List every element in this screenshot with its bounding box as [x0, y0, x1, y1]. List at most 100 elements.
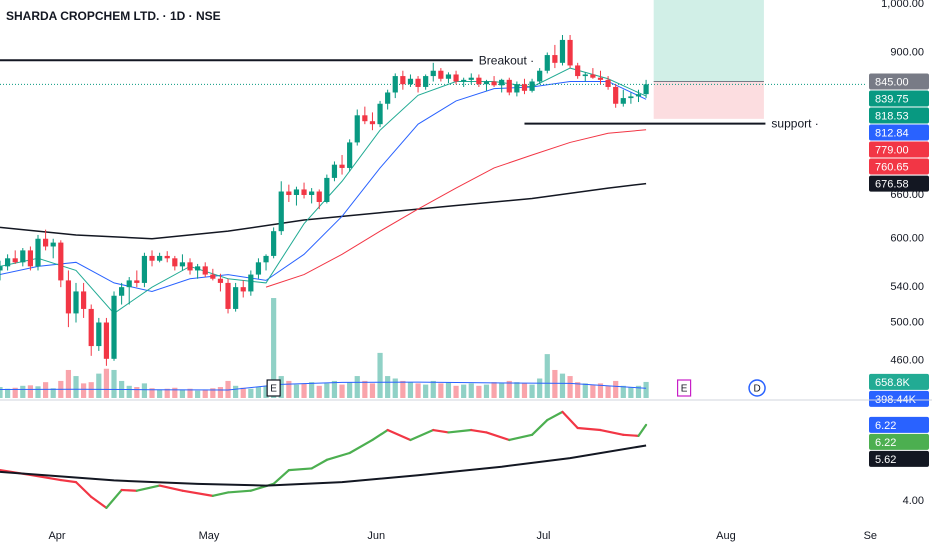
volume-bar — [552, 369, 558, 398]
candle-body — [233, 287, 239, 309]
volume-bar — [628, 387, 634, 398]
indicator-segment — [447, 428, 473, 434]
indicator-segment — [226, 489, 252, 494]
candle-body — [605, 79, 611, 87]
candle-body — [628, 96, 634, 99]
volume-bar — [126, 385, 132, 398]
volume-bar — [35, 386, 41, 398]
volume-bar — [195, 390, 201, 398]
candle-body — [324, 177, 330, 202]
volume-bar — [575, 382, 581, 398]
volume-bar — [103, 368, 110, 398]
candle-body — [111, 295, 117, 359]
candle-body — [202, 266, 208, 275]
volume-bar — [134, 387, 140, 398]
indicator-segment — [470, 428, 488, 434]
candle-body — [187, 262, 193, 271]
y-tick-label: 660.00 — [890, 189, 924, 201]
candle-body — [149, 255, 155, 261]
volume-bar — [468, 383, 474, 398]
volume-bar — [271, 298, 277, 398]
volume-bar — [240, 387, 246, 398]
y-tick-label: 4.00 — [903, 495, 924, 507]
volume-bar — [202, 389, 208, 398]
price-tag-label: 812.84 — [875, 127, 909, 139]
overlay: 1,000.00 900.00 660.00 600.00 540.00 500.00 46… — [48, 0, 929, 542]
price-tag — [869, 90, 929, 107]
candle-body — [210, 274, 216, 279]
volume-bar — [286, 380, 292, 398]
volume-bar — [597, 383, 604, 398]
candle-body — [529, 81, 535, 91]
y-tick-label: 900.00 — [890, 46, 924, 58]
candle-body — [271, 231, 277, 256]
candle-body — [255, 262, 262, 275]
candle-body — [635, 94, 642, 97]
price-tag-label: 779.00 — [875, 144, 909, 156]
indicator-segment — [120, 488, 138, 492]
candle-body — [301, 189, 307, 195]
indicator-segment — [181, 489, 214, 497]
candle-body — [179, 262, 186, 267]
candle-body — [597, 77, 604, 80]
volume-bar — [164, 388, 170, 398]
level-label: support · — [771, 117, 818, 131]
indicator-segment — [371, 428, 389, 442]
volume-bar — [635, 385, 642, 398]
x-tick-label: May — [199, 530, 220, 542]
candle-body — [5, 258, 11, 267]
candle-body — [559, 39, 566, 63]
candle-body — [575, 65, 581, 77]
indicator-segment — [158, 484, 184, 492]
candle-body — [445, 74, 452, 79]
chart-title: SHARDA CROPCHEM LTD. · 1D · NSE — [6, 9, 221, 23]
price-tag-label: 658.8K — [875, 377, 911, 389]
indicator-segment — [637, 423, 648, 437]
price-tag — [869, 373, 929, 390]
candle-body — [544, 55, 550, 71]
candle-body — [453, 74, 459, 82]
level-label: Breakout · — [479, 53, 534, 67]
candle-body — [499, 79, 505, 86]
x-tick-label: Se — [864, 530, 877, 542]
candle-body — [50, 242, 56, 247]
volume-bar — [0, 387, 3, 398]
event-label: E — [681, 384, 688, 395]
candle-body — [103, 322, 110, 359]
volume-bar — [12, 387, 18, 398]
volume-bar — [255, 387, 262, 398]
volume-bar — [445, 382, 452, 398]
price-tag — [869, 107, 929, 124]
price-tag — [869, 73, 929, 90]
event-marker — [748, 379, 766, 397]
volume-bar — [529, 384, 535, 398]
indicator-segment — [561, 410, 579, 430]
candle-body — [347, 142, 353, 168]
candle-body — [286, 191, 292, 195]
volume-bar — [149, 388, 155, 398]
y-tick-label: 460.00 — [890, 355, 924, 367]
volume-bar — [278, 376, 284, 398]
candle-body — [385, 92, 391, 104]
candle-body — [567, 39, 573, 66]
candle-body — [58, 242, 64, 281]
indicator-segment — [386, 428, 412, 442]
event-marker — [676, 379, 692, 397]
volume-bar — [385, 376, 391, 398]
price-tag — [869, 158, 929, 175]
price-tag — [869, 141, 929, 158]
price-tag-label: 845.00 — [875, 76, 909, 88]
indicator-segment — [74, 481, 93, 498]
candle-body — [278, 191, 284, 232]
indicator-segment — [409, 428, 435, 442]
candle-body — [491, 81, 497, 86]
volume-bar — [248, 388, 254, 398]
position-stop — [653, 81, 764, 119]
volume-bar — [293, 384, 300, 398]
candle-body — [552, 55, 558, 63]
candle-body — [141, 255, 148, 283]
candle-body — [27, 250, 34, 267]
indicator-segment — [211, 491, 230, 497]
volume-bar — [407, 382, 414, 398]
candle-body — [96, 322, 102, 347]
